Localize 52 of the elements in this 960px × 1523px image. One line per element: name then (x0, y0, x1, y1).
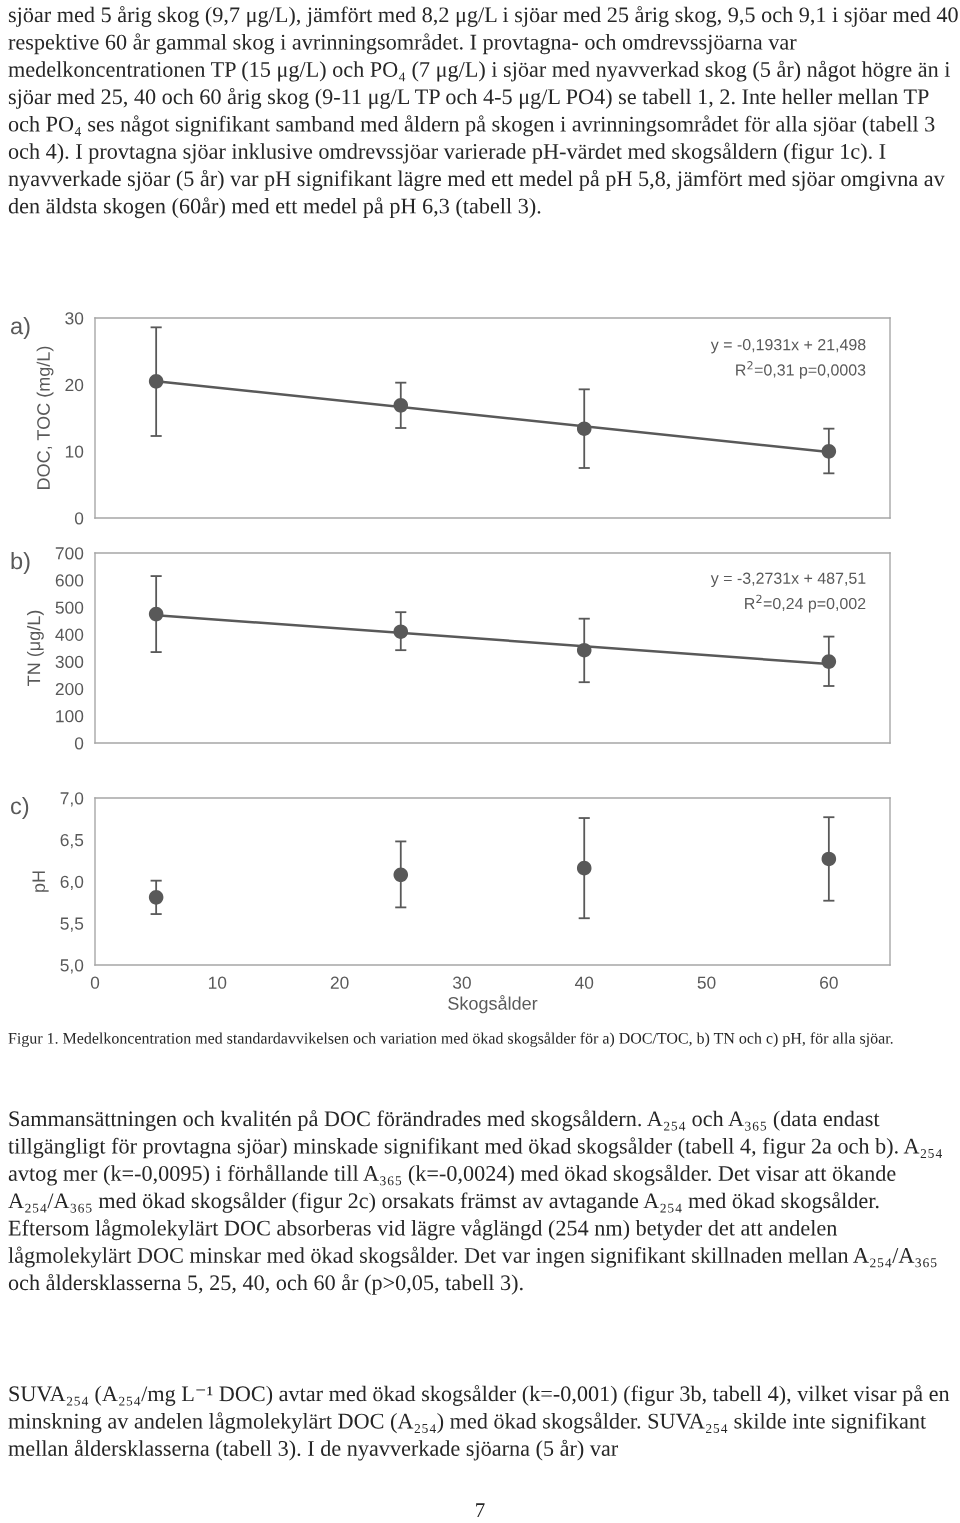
point (821, 654, 837, 669)
point (821, 444, 837, 459)
y-tick-label: 0 (74, 737, 84, 750)
y-tick-label: 500 (55, 601, 84, 614)
point (576, 642, 592, 658)
y-tick-label: 100 (56, 710, 84, 723)
y-tick-label: 0 (74, 512, 84, 525)
x-axis-title: Skogsålder (448, 995, 538, 1014)
text: 7 (476, 1503, 485, 1518)
x-tick-label: 50 (697, 976, 716, 989)
x-tick-label: 0 (90, 976, 100, 989)
annotation: R$^{2}$=0,31 p=0,0003 (736, 361, 866, 379)
y-tick-label: 5,5 (60, 917, 84, 932)
y-axis-title: DOC, TOC (mg/L) (36, 346, 54, 489)
point (393, 398, 409, 413)
point (393, 624, 409, 639)
point (148, 374, 164, 389)
y-tick-label: 20 (65, 378, 84, 392)
y-tick-label: 200 (55, 682, 84, 696)
y-tick-label: 6,0 (60, 875, 84, 891)
y-axis-title: TN (μg/L) (26, 610, 44, 686)
y-tick-label: 700 (55, 547, 84, 560)
text: b) (11, 551, 30, 574)
point (148, 606, 164, 622)
x-tick-label: 30 (452, 976, 471, 989)
point (576, 860, 592, 876)
y-tick-label: 6,5 (60, 833, 84, 849)
text: a) (11, 316, 30, 339)
text: sjöar med 5 årig skog (9,7 μg/L), jämfört med 8,2 μg/L i sjöar med 25 årig skog, 9,5 och 9,1 i sjöar med 40 respektive 60 år gammal skog i avrinningsområdet. I provtagna- och omdrevssjöarna var medelkoncentrationen TP (15 μg/L) och PO₄ (7 μg/L) i sjöar med nyavverkad skog (5 år) något högre än i sjöar med 25, 40 och 60 årig skog (9-11 μg/L TP och 4-5 μg/L PO4) se tabell 1, 2. Inte heller mellan TP och PO₄ ses något signifikant samband med åldern på skogen i avrinningsområdet för alla sjöar (tabell 3 och 4). I provtagna sjöar inklusive omdrevssjöar varierade pH-värdet med skogsåldern (figur 1c). I nyavverkade sjöar (5 år) var pH signifikant lägre med ett medel på pH 5,8, jämfört med sjöar omgivna av den äldsta skogen (60år) med ett medel på pH 6,3 (tabell 3). (8, 6, 958, 219)
point (148, 890, 164, 905)
text: c) (11, 796, 29, 819)
y-tick-label: 10 (65, 445, 84, 458)
text: Sammansättningen och kvalitén på DOC förändrades med skogsåldern. A₂₅₄ och A₃₆₅ (data endast tillgängligt för provtagna sjöar) minskade signifikant med ökad skogsålder (tabell 4, figur 2a och b). A₂₅₄ avtog mer (k=-0,0095) i förhållande till A₃₆₅ (k=-0,0024) med ökad skogsålder. Det visar att ökande A₂₅₄/A₃₆₅ med ökad skogsålder (figur 2c) orsakats främst av avtagande A₂₅₄ med ökad skogsålder. Eftersom lågmolekylärt DOC absorberas vid lägre våglängd (254 nm) betyder det att andelen lågmolekylärt DOC minskar med ökad skogsålder. Det var ingen signifikant skillnaden mellan A₂₅₄/A₃₆₅ och åldersklasserna 5, 25, 40, och 60 år (p>0,05, tabell 3). (8, 1110, 942, 1295)
y-tick-label: 7,0 (60, 792, 84, 807)
y-tick-label: 400 (55, 628, 84, 641)
annotation: y = -3,2731x + 487,51 (710, 572, 866, 588)
y-tick-label: 300 (55, 655, 84, 669)
annotation: y = -0,1931x + 21,498 (710, 338, 866, 354)
x-tick-label: 10 (208, 976, 227, 989)
annotation: R$^{2}$=0,24 p=0,002 (745, 594, 866, 613)
point (393, 867, 409, 883)
y-tick-label: 5,0 (60, 959, 84, 974)
y-tick-label: 600 (55, 574, 84, 587)
y-tick-label: 30 (65, 312, 84, 325)
x-tick-label: 20 (330, 976, 349, 989)
text: SUVA₂₅₄ (A₂₅₄/mg L⁻¹ DOC) avtar med ökad skogsålder (k=-0,001) (figur 3b, tabell 4), vilket visar på en minskning av andelen lågmolekylärt DOC (A₂₅₄) med ökad skogsålder. SUVA₂₅₄ skilde inte signifikant mellan åldersklasserna (tabell 3). I de nyavverkade sjöarna (5 år) var (8, 1385, 950, 1461)
point (821, 851, 837, 867)
x-tick-label: 40 (574, 976, 594, 989)
y-axis-title: pH (32, 871, 49, 892)
x-tick-label: 60 (820, 976, 838, 989)
text: Figur 1. Medelkoncentration med standardavvikelsen och variation med ökad skogsålder för a) DOC/TOC, b) TN och c) pH, för alla sjöar. (8, 1032, 893, 1048)
point (576, 421, 592, 436)
